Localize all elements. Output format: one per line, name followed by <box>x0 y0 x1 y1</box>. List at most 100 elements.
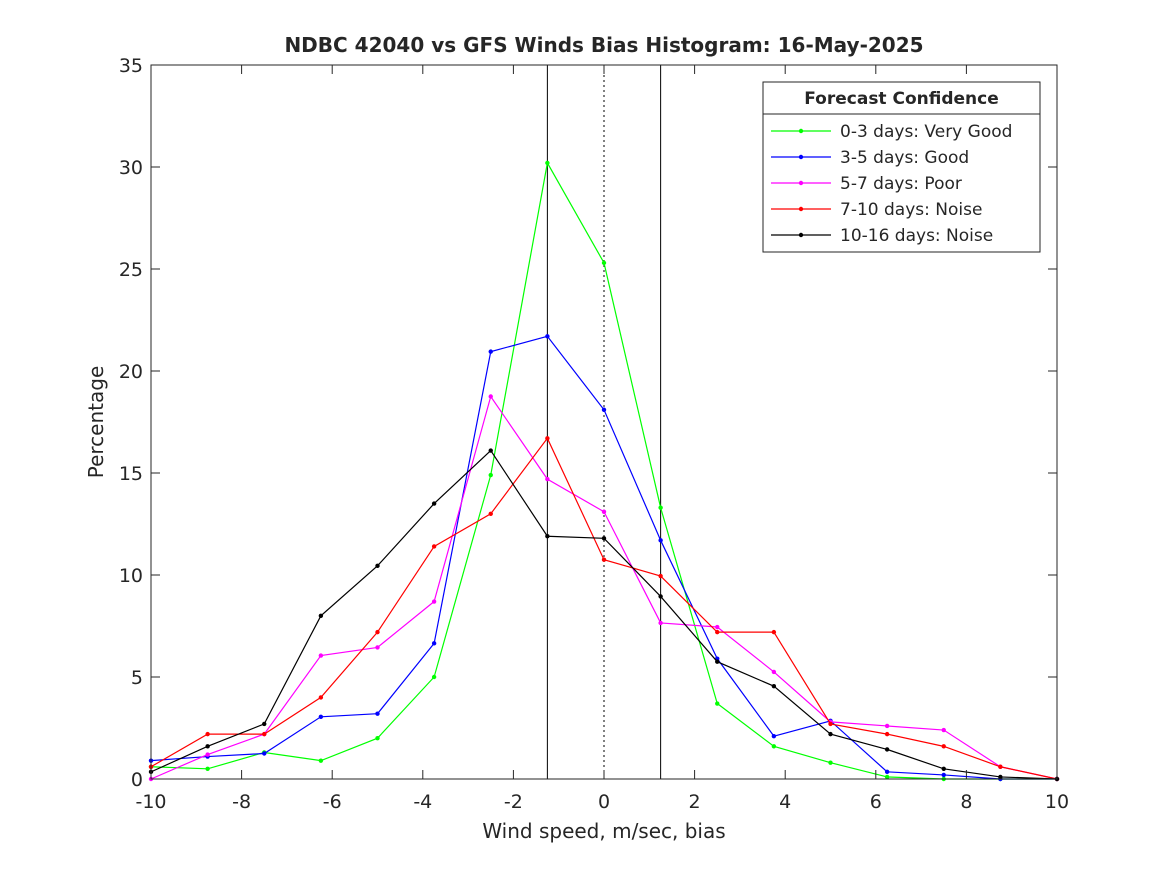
series-point <box>771 629 777 635</box>
series-point <box>262 751 267 756</box>
legend-label: 3-5 days: Good <box>840 148 969 168</box>
x-tick-label: 0 <box>598 791 610 813</box>
series-point <box>262 721 267 727</box>
series-point <box>545 160 550 166</box>
series-point <box>205 744 210 749</box>
series-point <box>488 394 493 399</box>
x-tick-label: -4 <box>413 791 432 813</box>
series-point <box>375 629 380 635</box>
series-point <box>318 714 324 719</box>
series-point <box>828 721 833 727</box>
series-point <box>431 544 437 549</box>
series-point <box>318 613 324 618</box>
series-point <box>375 711 380 716</box>
series-point <box>941 727 946 733</box>
series-point <box>545 334 550 339</box>
x-tick-label: -8 <box>232 791 251 813</box>
x-tick-label: -2 <box>504 791 523 813</box>
y-tick-label: 10 <box>119 565 143 587</box>
x-tick-label: 6 <box>870 791 882 813</box>
y-axis: 0 5 10 15 20 25 30 35 <box>119 55 1057 791</box>
series-point <box>884 774 890 780</box>
y-tick-label: 20 <box>119 361 143 383</box>
legend-label: 5-7 days: Poor <box>840 174 962 194</box>
legend-label: 10-16 days: Noise <box>840 226 993 246</box>
legend-title: Forecast Confidence <box>804 89 999 109</box>
legend-swatch-marker <box>798 206 804 212</box>
legend-swatch-marker <box>798 154 804 160</box>
series-point <box>715 629 720 635</box>
series-point <box>431 599 437 604</box>
x-tick-label: 10 <box>1045 791 1069 813</box>
series-point <box>601 509 607 514</box>
legend-swatch-marker <box>798 232 804 238</box>
series-point <box>431 641 437 646</box>
series-point <box>658 538 663 543</box>
chart-title: NDBC 42040 vs GFS Winds Bias Histogram: … <box>284 33 923 57</box>
legend-box <box>762 81 1041 253</box>
series-point <box>715 659 720 664</box>
legend-swatch-marker <box>798 180 804 186</box>
series-point <box>488 472 493 478</box>
y-tick-label: 35 <box>119 55 143 77</box>
series-point <box>941 766 946 771</box>
series-point <box>941 744 946 749</box>
legend-label: 0-3 days: Very Good <box>840 122 1012 142</box>
series-point <box>545 476 550 482</box>
series-point <box>205 731 210 737</box>
x-tick-label: 8 <box>960 791 972 813</box>
y-tick-label: 5 <box>131 667 143 689</box>
legend-items: 0-3 days: Very Good 3-5 days: Good 5-7 day… <box>771 122 1012 246</box>
series-point <box>884 747 890 752</box>
series-point <box>658 594 663 599</box>
y-tick-label: 30 <box>119 157 143 179</box>
series-point <box>884 731 890 737</box>
series-point <box>601 536 607 541</box>
series-point <box>205 766 210 771</box>
series-point <box>771 733 777 739</box>
series-point <box>828 731 833 737</box>
series-point <box>998 764 1003 769</box>
series-point <box>375 645 380 650</box>
series-point <box>658 505 663 510</box>
y-tick-label: 15 <box>119 463 143 485</box>
series-point <box>318 653 324 658</box>
legend: Forecast Confidence 0-3 days: Very Good 3… <box>762 81 1041 253</box>
series-group <box>148 160 1060 782</box>
series-point <box>601 557 607 562</box>
series-point <box>601 260 607 266</box>
series-point <box>601 407 607 412</box>
series-point <box>205 752 210 757</box>
x-tick-label: 2 <box>689 791 701 813</box>
x-tick-label: -10 <box>135 791 166 813</box>
series-point <box>375 563 380 569</box>
series-point <box>828 760 833 765</box>
series-point <box>658 573 663 579</box>
series-point <box>941 772 946 778</box>
series-point <box>318 695 324 700</box>
x-tick-label: -6 <box>323 791 342 813</box>
series-point <box>658 620 663 626</box>
series-point <box>545 436 550 441</box>
series-point <box>771 744 777 749</box>
legend-swatch-marker <box>798 128 804 134</box>
series-point <box>715 701 720 706</box>
series-point <box>488 349 493 354</box>
x-tick-label: 4 <box>779 791 791 813</box>
series-point <box>884 769 890 775</box>
x-axis: -10 -8 -6 -4 -2 0 2 4 6 8 10 <box>135 65 1069 813</box>
series-point <box>545 534 550 539</box>
y-axis-label: Percentage <box>84 366 108 479</box>
x-axis-label: Wind speed, m/sec, bias <box>482 819 725 843</box>
y-tick-label: 0 <box>131 769 143 791</box>
series-point <box>771 683 777 689</box>
series-point <box>488 511 493 516</box>
series-point <box>431 674 437 680</box>
series-point <box>488 448 493 453</box>
series-point <box>715 624 720 630</box>
legend-label: 7-10 days: Noise <box>840 200 982 220</box>
series-point <box>375 736 380 741</box>
y-tick-label: 25 <box>119 259 143 281</box>
reference-lines <box>546 65 662 779</box>
